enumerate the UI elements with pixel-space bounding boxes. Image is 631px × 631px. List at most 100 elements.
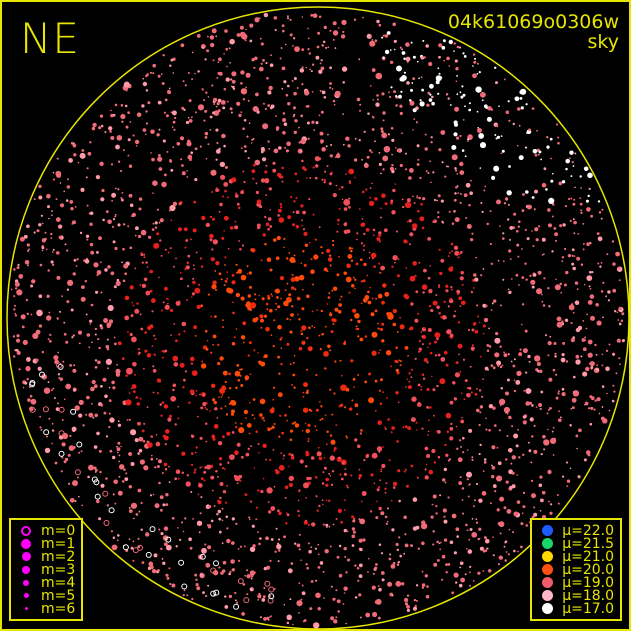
star-dot: [107, 265, 111, 269]
star-dot: [456, 136, 460, 140]
star-dot: [323, 181, 326, 184]
title-block: 04k61069o0306w sky: [448, 12, 619, 52]
star-dot: [617, 266, 621, 269]
star-dot: [270, 538, 274, 541]
star-dot: [270, 334, 273, 336]
star-dot: [415, 106, 419, 110]
star-dot: [218, 147, 221, 150]
star-dot: [63, 332, 67, 336]
star-dot: [217, 499, 220, 503]
star-dot: [368, 257, 371, 259]
star-dot: [344, 406, 347, 409]
star-dot: [243, 145, 247, 148]
star-dot: [131, 301, 134, 304]
star-dot: [56, 275, 61, 280]
star-dot: [229, 107, 233, 111]
star-dot: [449, 104, 452, 106]
star-dot: [467, 387, 469, 389]
star-dot: [230, 78, 233, 81]
star-dot: [51, 442, 53, 445]
star-dot: [499, 365, 503, 369]
star-dot: [462, 52, 465, 55]
star-dot: [395, 104, 398, 107]
star-dot: [351, 399, 354, 402]
star-dot: [148, 235, 152, 239]
magnitude-symbol-icon: [17, 579, 35, 586]
star-dot: [111, 225, 114, 228]
star-dot: [427, 434, 429, 436]
star-dot: [426, 406, 429, 409]
star-dot: [192, 277, 195, 280]
star-dot: [289, 363, 292, 366]
star-dot: [396, 274, 400, 278]
star-dot: [496, 135, 500, 139]
star-dot: [586, 199, 589, 203]
star-dot: [589, 242, 592, 245]
star-dot: [331, 470, 335, 473]
star-dot: [81, 504, 84, 507]
star-dot: [510, 462, 513, 465]
star-dot: [331, 289, 334, 292]
star-dot: [93, 384, 98, 389]
star-dot: [429, 160, 431, 163]
star-dot: [332, 39, 335, 41]
star-dot: [347, 486, 349, 489]
star-dot: [118, 460, 120, 463]
star-dot: [121, 480, 125, 483]
star-dot: [511, 425, 514, 428]
star-dot: [229, 570, 232, 573]
star-dot: [138, 207, 142, 211]
star-dot: [49, 333, 52, 336]
star-dot: [453, 198, 457, 202]
star-dot: [106, 322, 112, 328]
star-dot: [256, 199, 262, 205]
star-dot: [249, 23, 254, 28]
star-dot: [494, 490, 497, 493]
star-dot: [98, 126, 102, 129]
star-dot: [175, 257, 177, 260]
star-dot: [191, 51, 194, 54]
star-dot: [290, 456, 295, 460]
star-dot: [110, 530, 113, 533]
star-dot: [406, 378, 409, 381]
star-dot: [338, 303, 342, 307]
star-dot: [224, 605, 229, 609]
star-dot: [298, 612, 300, 614]
star-dot: [295, 225, 299, 229]
star-dot: [192, 280, 196, 285]
star-dot: [264, 215, 267, 219]
star-dot: [370, 510, 373, 513]
star-dot: [209, 410, 211, 412]
star-dot: [127, 111, 130, 114]
star-dot: [254, 56, 258, 61]
star-dot: [70, 207, 74, 211]
star-dot: [92, 416, 95, 419]
star-dot: [556, 494, 559, 496]
star-dot: [121, 120, 124, 124]
star-dot: [276, 543, 282, 550]
brightness-legend-item: μ=19.0: [538, 574, 614, 591]
star-dot: [400, 90, 403, 93]
star-dot: [240, 296, 245, 301]
star-dot: [428, 419, 430, 422]
star-dot: [46, 294, 50, 298]
star-dot: [15, 287, 18, 290]
star-dot: [593, 408, 596, 411]
star-dot: [147, 101, 151, 105]
star-dot: [290, 313, 294, 317]
star-dot: [376, 446, 383, 452]
star-dot: [312, 166, 315, 169]
star-dot: [483, 104, 488, 109]
star-dot: [298, 318, 301, 321]
star-dot: [399, 46, 402, 49]
star-dot: [73, 388, 76, 392]
star-dot: [486, 222, 489, 226]
star-dot: [182, 594, 185, 597]
star-dot: [335, 153, 341, 159]
brightness-label: μ=19.0: [562, 574, 614, 591]
star-dot: [533, 425, 536, 427]
star-dot: [221, 569, 226, 573]
star-dot: [175, 469, 181, 475]
star-dot: [48, 417, 51, 420]
star-dot: [419, 101, 425, 107]
